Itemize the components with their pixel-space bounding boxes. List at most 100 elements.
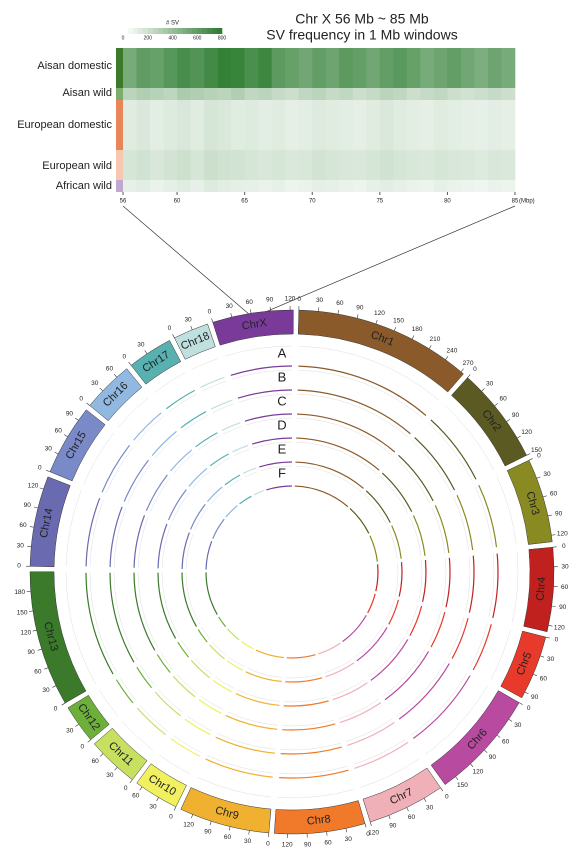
tick-label: 90 — [512, 412, 520, 419]
tick-label: 0 — [208, 308, 212, 315]
track-baseline — [206, 572, 217, 614]
heatmap-cell — [164, 100, 178, 150]
track-baseline — [211, 400, 232, 409]
heatmap-cell — [488, 48, 502, 88]
track-frame — [497, 477, 516, 545]
heatmap-cell — [164, 88, 178, 100]
heatmap-cell — [245, 88, 259, 100]
tick — [407, 808, 409, 812]
heatmap-cell — [474, 180, 488, 192]
tick — [495, 403, 498, 406]
tick-label: 120 — [28, 482, 39, 489]
heatmap-cell — [420, 150, 434, 180]
track-frame — [202, 381, 226, 391]
tick — [327, 832, 328, 836]
track-baseline — [166, 390, 194, 408]
heatmap-cell — [353, 180, 367, 192]
tick-label: 0 — [54, 705, 58, 712]
tick-label: 120 — [374, 310, 385, 317]
tick — [191, 814, 193, 818]
track-baseline — [415, 438, 455, 491]
tick-label: 60 — [561, 584, 569, 591]
tick — [412, 336, 414, 340]
heatmap-cell — [407, 100, 421, 150]
track-baseline — [431, 612, 445, 647]
heatmap-cell — [434, 48, 448, 88]
heatmap-cell — [218, 88, 232, 100]
heatmap-cell — [407, 88, 421, 100]
track-baseline — [240, 496, 252, 504]
track-baseline — [431, 420, 476, 479]
track-baseline — [185, 719, 211, 735]
track-baseline — [382, 473, 411, 512]
heatmap-cell — [380, 88, 394, 100]
track-baseline — [435, 505, 449, 553]
track-baseline — [457, 495, 473, 550]
track-baseline — [357, 627, 387, 661]
tick — [338, 310, 339, 314]
heatmap-cell — [137, 150, 151, 180]
heatmap-cell — [272, 150, 286, 180]
tick-label: 150 — [393, 317, 404, 324]
heatmap-cell — [501, 48, 515, 88]
track-baseline — [219, 617, 226, 627]
track-baseline — [86, 573, 113, 674]
track-baseline — [216, 737, 275, 753]
tick-label: 30 — [514, 722, 522, 729]
heatmap-cell — [218, 48, 232, 88]
track-baseline — [158, 573, 176, 639]
tick-label: 60 — [224, 834, 232, 841]
heatmap-cell — [488, 150, 502, 180]
legend-gradient — [143, 28, 148, 34]
tick — [394, 327, 396, 331]
x-tick-label: 70 — [309, 199, 316, 205]
track-baseline — [134, 515, 144, 567]
track-baseline — [284, 701, 329, 706]
track-frame — [245, 472, 257, 477]
heatmap-cell — [461, 88, 475, 100]
track-label: C — [277, 393, 286, 408]
tick — [33, 630, 37, 631]
tick — [529, 459, 533, 461]
legend-gradient — [163, 28, 168, 34]
heatmap-cell — [488, 180, 502, 192]
x-tick-label: 80 — [444, 199, 451, 205]
x-tick-label: 85 — [512, 199, 519, 205]
tick-label: 90 — [266, 297, 274, 304]
x-tick-label: 75 — [376, 199, 383, 205]
legend-tick-label: 600 — [193, 35, 202, 41]
heatmap-cell — [150, 150, 164, 180]
tick-label: 90 — [27, 649, 35, 656]
heatmap-cell — [204, 48, 218, 88]
track-baseline — [206, 759, 273, 777]
tick-label: 0 — [473, 366, 477, 373]
track-baseline — [146, 475, 167, 511]
tick-label: 30 — [137, 341, 145, 348]
tick — [29, 611, 33, 612]
heatmap-cell — [366, 100, 380, 150]
tick-label: 60 — [336, 300, 344, 307]
heatmap-cell — [393, 88, 407, 100]
legend-tick-label: 800 — [218, 35, 227, 41]
track-baseline — [137, 708, 165, 735]
track-baseline — [371, 639, 408, 680]
track-baseline — [318, 643, 340, 654]
tick-label: 0 — [79, 395, 83, 402]
tick-label: 120 — [472, 769, 483, 776]
tick — [537, 477, 541, 478]
tick — [129, 362, 131, 365]
heatmap-cell — [312, 150, 326, 180]
heatmap-cell — [447, 180, 461, 192]
track-baseline — [181, 412, 206, 428]
tick-label: 30 — [66, 727, 74, 734]
tick — [441, 788, 443, 791]
legend-gradient — [187, 28, 192, 34]
track-label: A — [278, 345, 287, 360]
heatmap-cell — [285, 100, 299, 150]
heatmap-cell — [137, 48, 151, 88]
tick — [365, 824, 366, 828]
group-strip — [116, 180, 123, 192]
track-baseline — [226, 715, 278, 729]
tick — [212, 318, 213, 322]
track-frame — [161, 653, 173, 670]
